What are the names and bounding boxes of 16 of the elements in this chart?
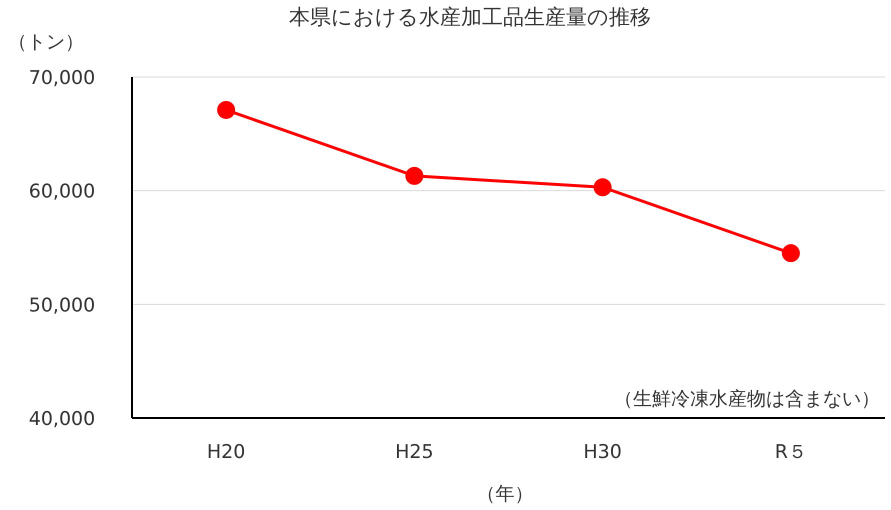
- y-axis-title: （トン）: [8, 31, 84, 53]
- y-tick-label: 40,000: [28, 408, 96, 430]
- x-tick-label: R５: [774, 441, 807, 463]
- y-tick-label: 50,000: [28, 294, 96, 316]
- x-tick-label: H25: [395, 441, 434, 463]
- point: [782, 244, 800, 262]
- x-tick-label: H30: [583, 441, 622, 463]
- chart-title: 本県における水産加工品生産量の推移: [289, 5, 651, 29]
- annotation: （生鮮冷凍水産物は含まない）: [614, 388, 880, 410]
- point: [405, 166, 424, 185]
- y-tick-label: 60,000: [28, 180, 96, 203]
- point: [594, 178, 612, 196]
- y-tick-label: 70,000: [28, 67, 96, 89]
- point: [217, 100, 236, 119]
- x-axis-title: （年）: [476, 483, 534, 505]
- x-tick-label: H20: [206, 441, 246, 463]
